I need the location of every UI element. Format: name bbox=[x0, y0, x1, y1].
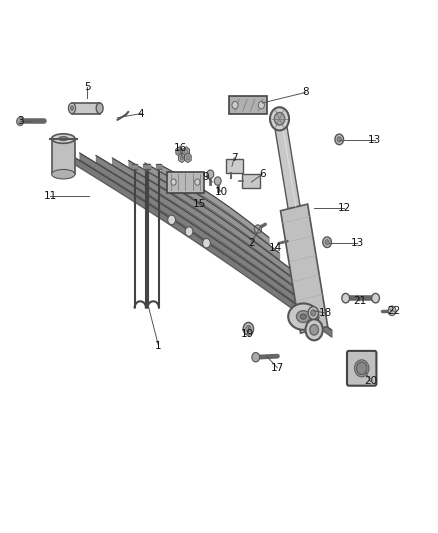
Polygon shape bbox=[183, 147, 190, 156]
Polygon shape bbox=[72, 103, 100, 114]
Circle shape bbox=[254, 225, 261, 233]
Circle shape bbox=[305, 319, 323, 341]
Ellipse shape bbox=[71, 106, 73, 111]
Text: 13: 13 bbox=[368, 135, 381, 145]
Text: 5: 5 bbox=[84, 82, 90, 92]
Ellipse shape bbox=[300, 314, 306, 319]
Text: 4: 4 bbox=[138, 109, 145, 118]
Text: 14: 14 bbox=[268, 243, 282, 253]
Circle shape bbox=[184, 149, 188, 154]
Bar bbox=[145, 164, 150, 169]
FancyBboxPatch shape bbox=[242, 174, 260, 188]
Ellipse shape bbox=[96, 103, 103, 114]
Text: 6: 6 bbox=[259, 169, 265, 179]
Text: 15: 15 bbox=[193, 199, 206, 209]
Circle shape bbox=[342, 293, 350, 303]
Ellipse shape bbox=[68, 103, 75, 114]
Text: 16: 16 bbox=[173, 143, 187, 154]
Ellipse shape bbox=[52, 169, 75, 179]
Text: 11: 11 bbox=[44, 191, 57, 201]
Circle shape bbox=[177, 149, 181, 154]
FancyBboxPatch shape bbox=[230, 96, 267, 114]
Circle shape bbox=[308, 306, 318, 319]
Circle shape bbox=[180, 156, 184, 160]
Text: 1: 1 bbox=[155, 341, 162, 351]
Circle shape bbox=[252, 352, 260, 362]
Circle shape bbox=[310, 325, 318, 335]
Circle shape bbox=[17, 117, 24, 126]
Text: 8: 8 bbox=[302, 87, 309, 98]
Text: 9: 9 bbox=[203, 172, 209, 182]
Circle shape bbox=[168, 215, 176, 224]
Text: 21: 21 bbox=[353, 296, 366, 306]
Circle shape bbox=[274, 112, 285, 125]
Polygon shape bbox=[280, 204, 328, 333]
Polygon shape bbox=[52, 139, 75, 174]
Circle shape bbox=[232, 101, 238, 109]
Polygon shape bbox=[176, 147, 183, 156]
Polygon shape bbox=[274, 117, 300, 209]
FancyBboxPatch shape bbox=[167, 172, 204, 192]
Circle shape bbox=[323, 237, 332, 247]
FancyBboxPatch shape bbox=[226, 159, 243, 173]
Circle shape bbox=[311, 310, 316, 316]
Text: 13: 13 bbox=[351, 238, 364, 248]
Circle shape bbox=[195, 179, 200, 185]
Text: 2: 2 bbox=[248, 238, 255, 248]
Circle shape bbox=[357, 362, 367, 375]
Ellipse shape bbox=[297, 311, 310, 322]
Text: 10: 10 bbox=[215, 187, 228, 197]
Ellipse shape bbox=[355, 360, 369, 377]
Text: 17: 17 bbox=[271, 363, 284, 373]
Circle shape bbox=[243, 322, 254, 335]
Text: 18: 18 bbox=[318, 308, 332, 318]
Text: 7: 7 bbox=[231, 153, 237, 163]
Circle shape bbox=[335, 134, 343, 144]
FancyBboxPatch shape bbox=[347, 351, 376, 386]
Bar bbox=[132, 164, 137, 169]
Circle shape bbox=[270, 107, 289, 131]
Bar bbox=[156, 164, 162, 169]
Circle shape bbox=[214, 177, 221, 185]
Circle shape bbox=[246, 326, 251, 332]
Circle shape bbox=[207, 170, 214, 179]
Ellipse shape bbox=[59, 136, 68, 141]
Circle shape bbox=[258, 101, 265, 109]
Bar bbox=[143, 164, 148, 169]
Circle shape bbox=[185, 227, 193, 236]
Circle shape bbox=[337, 137, 341, 142]
Text: 20: 20 bbox=[364, 376, 377, 386]
Circle shape bbox=[186, 156, 190, 160]
Circle shape bbox=[325, 240, 329, 245]
Ellipse shape bbox=[52, 134, 75, 143]
Text: 19: 19 bbox=[240, 329, 254, 339]
Text: 3: 3 bbox=[17, 116, 23, 126]
Ellipse shape bbox=[288, 303, 318, 330]
Text: 22: 22 bbox=[388, 306, 401, 316]
Circle shape bbox=[171, 179, 176, 185]
Polygon shape bbox=[178, 153, 185, 163]
Circle shape bbox=[372, 293, 379, 303]
Polygon shape bbox=[184, 153, 191, 163]
Circle shape bbox=[202, 238, 210, 248]
Text: 12: 12 bbox=[338, 204, 351, 214]
Circle shape bbox=[388, 306, 396, 316]
